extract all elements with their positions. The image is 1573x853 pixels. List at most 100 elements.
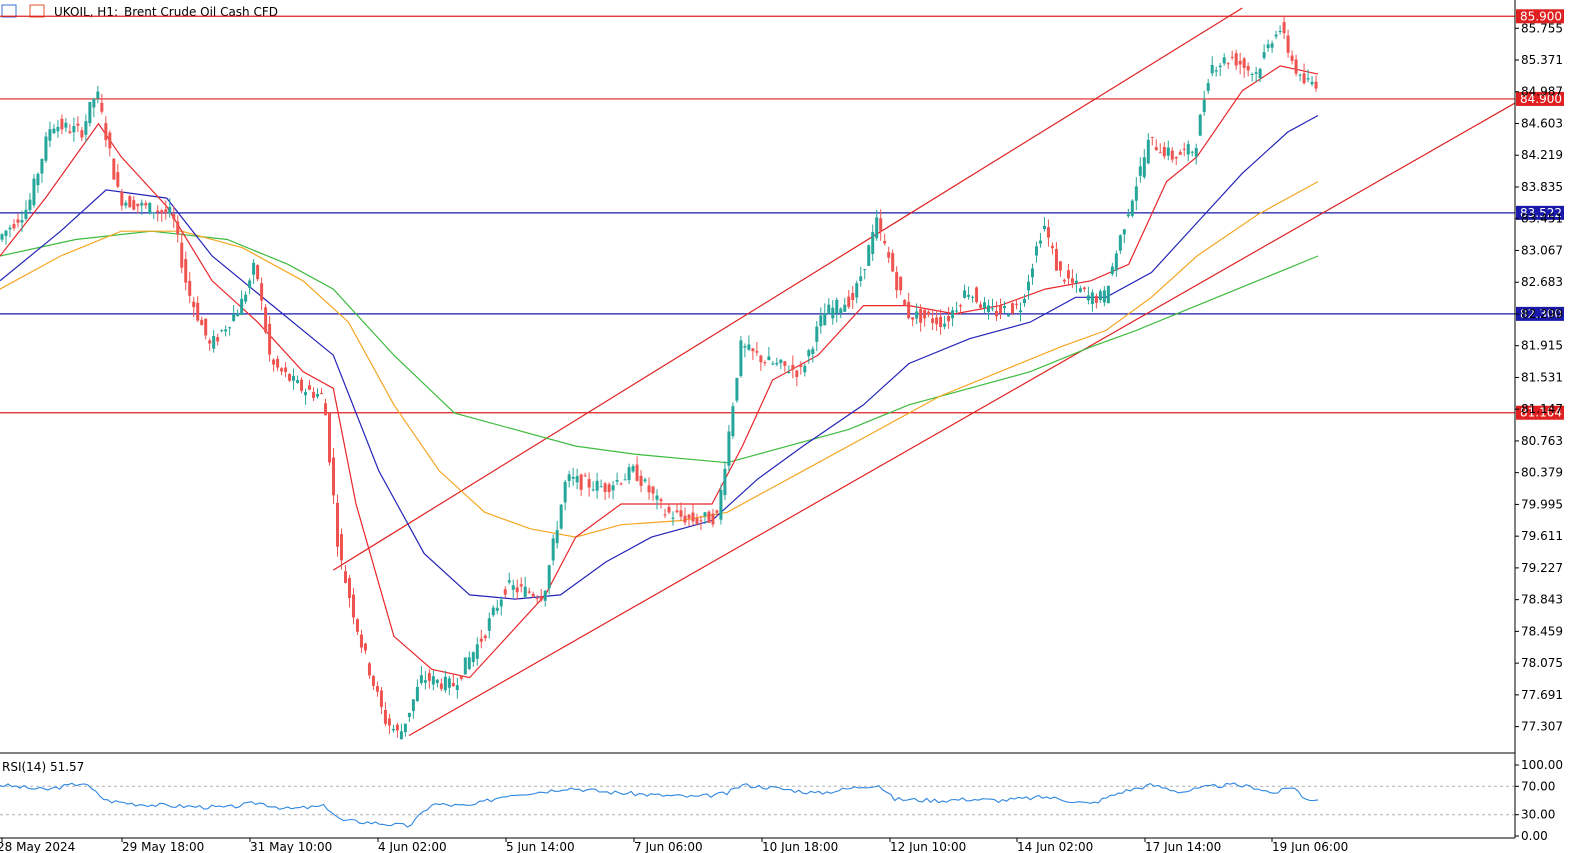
candle-body (1286, 35, 1290, 53)
candle-body (148, 202, 152, 214)
candle-body (128, 196, 132, 208)
chart-list-icon[interactable] (1, 4, 17, 18)
candle-body (1250, 74, 1254, 76)
candle-body (1090, 292, 1094, 305)
candle-body (1082, 287, 1086, 290)
candle-body (0, 234, 4, 240)
candle-body (767, 356, 771, 361)
candle-body (387, 718, 391, 726)
candle-body (587, 479, 591, 488)
candle-body (907, 302, 911, 319)
candle-body (16, 219, 20, 223)
candle-body (328, 413, 332, 463)
candle-body (240, 298, 244, 315)
candle-body (52, 128, 56, 134)
candle-body (1218, 65, 1222, 68)
candle-body (787, 372, 791, 374)
candle-body (555, 530, 559, 544)
candle-body (120, 191, 124, 206)
candle-body (1138, 166, 1142, 176)
candle-body (104, 123, 108, 141)
candle-body (763, 362, 767, 364)
rsi-tick-label: 100.00 (1521, 758, 1563, 772)
candle-body (1062, 279, 1066, 282)
candle-body (935, 317, 939, 325)
moving-averages (0, 65, 1319, 679)
candle-body (699, 520, 703, 522)
candle-body (551, 538, 555, 561)
candle-body (899, 276, 903, 291)
candle-body (1242, 58, 1246, 68)
candle-body (675, 510, 679, 513)
candle-body (1174, 156, 1178, 159)
candle-body (531, 593, 535, 597)
candle-body (971, 296, 975, 298)
candle-body (803, 365, 807, 373)
candle-body (308, 385, 312, 390)
candle-body (651, 486, 655, 494)
candle-body (256, 265, 260, 280)
candle-body (991, 308, 995, 310)
candle-body (252, 262, 256, 275)
candle-body (875, 217, 879, 239)
candle-body (967, 294, 971, 297)
indicator-icon[interactable] (29, 4, 45, 18)
candle-body (491, 607, 495, 616)
candle-body (1278, 31, 1282, 33)
channel-upper-line[interactable] (332, 7, 1243, 571)
candle-body (623, 479, 627, 481)
candle-body (164, 209, 168, 213)
candle-body (1003, 306, 1007, 309)
candle-body (1182, 148, 1186, 150)
candle-body (1022, 298, 1026, 304)
candle-body (399, 731, 403, 740)
horizontal-levels: 85.900 84.900 83.522 82.300 81.104 (0, 9, 1564, 420)
candle-body (631, 466, 635, 472)
candle-body (276, 358, 280, 368)
channel-lower-line[interactable] (408, 102, 1516, 736)
candle-body (1198, 114, 1202, 136)
candle-body (1254, 72, 1258, 74)
candle-body (895, 272, 899, 291)
candle-body (220, 330, 224, 332)
candle-body (543, 590, 547, 601)
candle-body (1246, 66, 1250, 71)
candle-body (771, 363, 775, 365)
candle-body (363, 643, 367, 651)
time-axis: 28 May 2024 29 May 18:00 31 May 10:00 4 Jun… (0, 838, 1348, 853)
candle-body (995, 311, 999, 317)
candle-body (819, 315, 823, 327)
candle-body (407, 712, 411, 718)
candle-body (695, 518, 699, 524)
candle-body (1158, 152, 1162, 154)
candle-body (659, 499, 663, 501)
candle-body (511, 585, 515, 590)
candle-body (136, 203, 140, 207)
candle-body (1074, 280, 1078, 284)
candle-body (48, 129, 52, 141)
candle-body (1102, 290, 1106, 303)
time-tick-label: 5 Jun 14:00 (506, 840, 575, 853)
candle-body (88, 101, 92, 124)
candle-body (431, 676, 435, 685)
candle-body (212, 335, 216, 349)
candle-body (168, 207, 172, 214)
candle-body (1270, 43, 1274, 48)
candle-body (963, 290, 967, 298)
candle-body (847, 296, 851, 307)
time-tick-label: 19 Jun 06:00 (1272, 840, 1348, 853)
candle-body (1210, 64, 1214, 74)
candle-body (903, 299, 907, 306)
candle-body (96, 91, 100, 99)
candle-body (332, 457, 336, 496)
candle-body (435, 679, 439, 683)
candle-body (1234, 53, 1238, 66)
candle-body (132, 200, 136, 210)
candle-body (415, 686, 419, 702)
candle-body (1178, 152, 1182, 155)
candle-body (839, 308, 843, 314)
candle-body (1018, 310, 1022, 313)
candle-body (4, 230, 8, 236)
candle-body (655, 495, 659, 500)
